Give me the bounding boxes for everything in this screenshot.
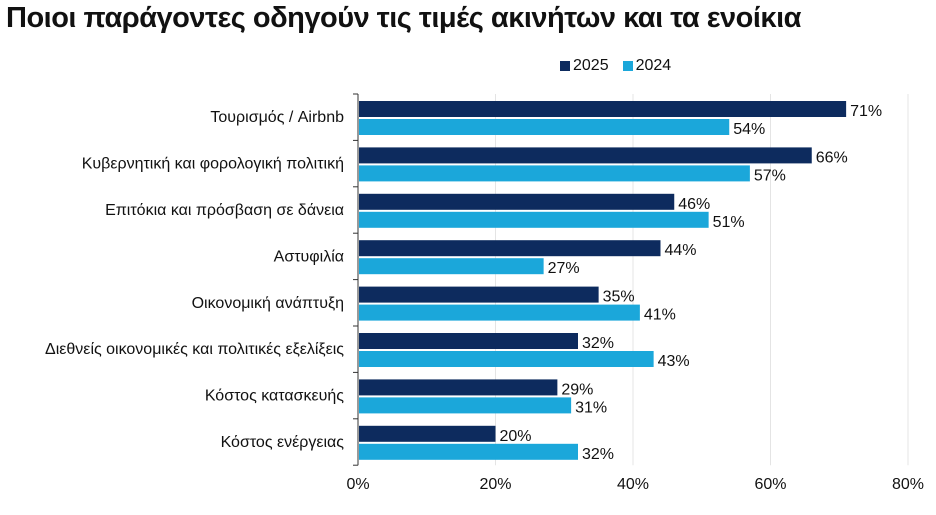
data-label: 35% xyxy=(603,289,635,306)
data-label: 32% xyxy=(582,446,614,463)
legend-swatch-2024 xyxy=(622,61,633,71)
category-label: Επιτόκια και πρόσβαση σε δάνεια xyxy=(105,202,344,219)
bar-2024 xyxy=(359,351,654,367)
data-label: 43% xyxy=(658,353,690,370)
x-tick-label: 80% xyxy=(892,476,924,493)
chart-title: Ποιοι παράγοντες οδηγούν τις τιμές ακινή… xyxy=(6,2,801,34)
bar-2024 xyxy=(359,443,578,460)
bar-2025 xyxy=(359,147,812,164)
category-label: Αστυφιλία xyxy=(274,248,344,265)
data-label: 20% xyxy=(500,428,532,445)
data-label: 44% xyxy=(665,242,697,259)
x-tick-label: 20% xyxy=(479,476,511,493)
category-label: Κόστος κατασκευής xyxy=(205,388,344,405)
bar-2024 xyxy=(359,211,709,228)
category-label: Οικονομική ανάπτυξη xyxy=(192,295,344,312)
legend-label-2024: 2024 xyxy=(635,57,672,74)
data-label: 29% xyxy=(561,381,593,398)
bar-2025 xyxy=(359,193,675,210)
bar-2025 xyxy=(359,425,496,442)
legend-swatch-2025 xyxy=(560,61,570,71)
bar-2025 xyxy=(359,286,599,303)
data-label: 54% xyxy=(733,121,765,138)
category-label: Τουρισμός / Airbnb xyxy=(210,109,344,126)
bar-2024 xyxy=(359,397,572,414)
data-label: 41% xyxy=(644,307,676,324)
data-label: 27% xyxy=(548,260,580,277)
legend-item-2024: 2024 xyxy=(622,57,672,75)
category-label: Διεθνείς οικονομικές και πολιτικές εξελί… xyxy=(45,341,344,358)
bar-2024 xyxy=(359,119,730,135)
legend-item-2025: 2025 xyxy=(560,57,609,75)
data-label: 57% xyxy=(754,167,786,184)
data-label: 32% xyxy=(582,335,614,352)
category-label: Κυβερνητική και φορολογική πολιτική xyxy=(82,156,344,173)
legend: 2025 2024 xyxy=(560,57,679,75)
bar-2025 xyxy=(359,101,847,117)
bar-2024 xyxy=(359,165,750,182)
bar-2024 xyxy=(359,304,640,321)
data-label: 31% xyxy=(575,399,607,416)
data-label: 51% xyxy=(713,214,745,231)
bar-2025 xyxy=(359,240,661,257)
bar-2025 xyxy=(359,333,578,349)
x-tick-label: 0% xyxy=(346,476,369,493)
x-tick-label: 60% xyxy=(754,476,786,493)
data-label: 46% xyxy=(678,196,710,213)
category-label: Κόστος ενέργειας xyxy=(221,434,345,451)
legend-label-2025: 2025 xyxy=(573,57,609,74)
data-label: 66% xyxy=(816,149,848,166)
data-label: 71% xyxy=(850,103,882,120)
bar-2025 xyxy=(359,379,558,396)
x-tick-label: 40% xyxy=(617,476,649,493)
bar-2024 xyxy=(359,258,544,275)
